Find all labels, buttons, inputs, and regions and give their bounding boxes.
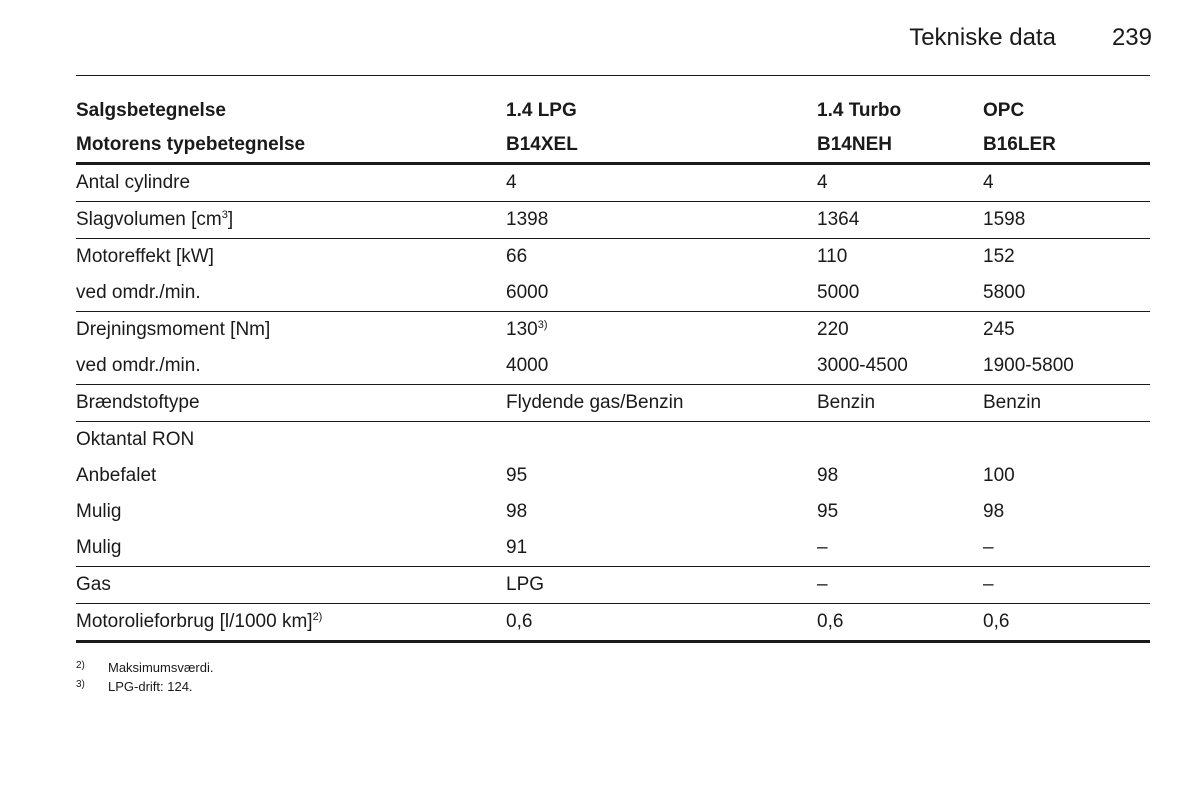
cell-value: – bbox=[983, 566, 1150, 604]
cell-value: B14NEH bbox=[817, 134, 892, 155]
cell-value: 0,6 bbox=[983, 603, 1150, 643]
cell-value: 91 bbox=[506, 537, 528, 558]
footnote: 3) LPG-drift: 124. bbox=[76, 677, 213, 696]
table-row: Mulig 98 95 98 bbox=[76, 494, 1150, 530]
row-label: Motorolieforbrug [l/1000 km]2) bbox=[76, 603, 506, 643]
page-number: 239 bbox=[1111, 24, 1152, 51]
row-label: Brændstoftype bbox=[76, 384, 506, 422]
cell-value: 4 bbox=[817, 162, 983, 202]
cell-value: – bbox=[817, 566, 983, 604]
cell-value: 98 bbox=[983, 501, 1005, 522]
cell-value: 1900-5800 bbox=[983, 355, 1074, 376]
cell-value: 3000-4500 bbox=[817, 355, 908, 376]
footnote: 2) Maksimumsværdi. bbox=[76, 658, 213, 677]
table-header-row: Motorens typebetegnelse B14XEL B14NEH B1… bbox=[76, 128, 1150, 164]
table-row: Slagvolumen [cm3] 1398 1364 1598 bbox=[76, 201, 1150, 239]
cell-value: B16LER bbox=[983, 134, 1056, 155]
cell-value: 95 bbox=[506, 465, 528, 486]
cell-value: 4 bbox=[506, 162, 817, 202]
table-row: ved omdr./min. 6000 5000 5800 bbox=[76, 275, 1150, 312]
table-row: Motorolieforbrug [l/1000 km]2) 0,6 0,6 0… bbox=[76, 603, 1150, 643]
row-label: Antal cylindre bbox=[76, 162, 506, 202]
table-row: Drejningsmoment [Nm] 1303) 220 245 bbox=[76, 311, 1150, 348]
cell-value: 152 bbox=[983, 238, 1150, 275]
row-label: Motorens typebetegnelse bbox=[76, 134, 306, 155]
cell-value: Flydende gas/Benzin bbox=[506, 384, 817, 422]
footnotes: 2) Maksimumsværdi. 3) LPG-drift: 124. bbox=[76, 658, 213, 696]
cell-value: 245 bbox=[983, 311, 1150, 348]
cell-value bbox=[983, 421, 1150, 458]
table-row: Motoreffekt [kW] 66 110 152 bbox=[76, 238, 1150, 275]
row-label: Mulig bbox=[76, 537, 122, 558]
cell-value: – bbox=[983, 537, 994, 558]
table-row: Mulig 91 – – bbox=[76, 530, 1150, 567]
cell-value: 95 bbox=[817, 501, 839, 522]
cell-value: 1.4 Turbo bbox=[817, 100, 902, 121]
row-label: Gas bbox=[76, 566, 506, 604]
footnote-mark: 2) bbox=[76, 660, 85, 671]
row-label: Salgsbetegnelse bbox=[76, 100, 226, 121]
footnote-text: Maksimumsværdi. bbox=[108, 660, 214, 675]
cell-value: B14XEL bbox=[506, 134, 578, 155]
table-row: Brændstoftype Flydende gas/Benzin Benzin… bbox=[76, 384, 1150, 422]
table-row: Oktantal RON bbox=[76, 421, 1150, 458]
cell-value: 1.4 LPG bbox=[506, 100, 577, 121]
cell-value: 1398 bbox=[506, 201, 817, 239]
cell-value bbox=[506, 421, 817, 458]
cell-value: 220 bbox=[817, 311, 983, 348]
cell-value bbox=[817, 421, 983, 458]
cell-value: – bbox=[817, 537, 828, 558]
footnote-ref: 2) bbox=[312, 611, 323, 623]
cell-value: 4 bbox=[983, 162, 1150, 202]
cell-value: Benzin bbox=[983, 384, 1150, 422]
cell-value: LPG bbox=[506, 566, 817, 604]
cell-value: 98 bbox=[817, 465, 839, 486]
table-header-row: Salgsbetegnelse 1.4 LPG 1.4 Turbo OPC bbox=[76, 94, 1150, 128]
row-label: Drejningsmoment [Nm] bbox=[76, 311, 506, 348]
row-label: Slagvolumen [cm3] bbox=[76, 201, 506, 239]
table-row: Gas LPG – – bbox=[76, 566, 1150, 604]
superscript: 3 bbox=[221, 209, 228, 221]
section-title: Tekniske data bbox=[909, 24, 1056, 51]
footnote-text: LPG-drift: 124. bbox=[108, 679, 193, 694]
cell-value: 1303) bbox=[506, 311, 817, 348]
cell-value: 0,6 bbox=[817, 603, 983, 643]
cell-value: 6000 bbox=[506, 282, 549, 303]
row-label: ved omdr./min. bbox=[76, 355, 201, 376]
engine-spec-table: Salgsbetegnelse 1.4 LPG 1.4 Turbo OPC Mo… bbox=[76, 94, 1150, 643]
row-label: Anbefalet bbox=[76, 465, 157, 486]
cell-value: OPC bbox=[983, 100, 1025, 121]
cell-value: 100 bbox=[983, 465, 1015, 486]
cell-value: 1598 bbox=[983, 201, 1150, 239]
page-header: Tekniske data 239 bbox=[909, 24, 1152, 52]
cell-value: 5800 bbox=[983, 282, 1026, 303]
cell-value: 5000 bbox=[817, 282, 860, 303]
cell-value: 110 bbox=[817, 238, 983, 275]
table-row: ved omdr./min. 4000 3000-4500 1900-5800 bbox=[76, 348, 1150, 385]
footnote-ref: 3) bbox=[537, 319, 548, 331]
cell-value: Benzin bbox=[817, 384, 983, 422]
cell-value: 98 bbox=[506, 501, 528, 522]
row-label: ved omdr./min. bbox=[76, 282, 201, 303]
table-row: Anbefalet 95 98 100 bbox=[76, 458, 1150, 494]
row-label: Mulig bbox=[76, 501, 122, 522]
table-row: Antal cylindre 4 4 4 bbox=[76, 162, 1150, 202]
footnote-mark: 3) bbox=[76, 679, 85, 690]
cell-value: 0,6 bbox=[506, 603, 817, 643]
row-label: Motoreffekt [kW] bbox=[76, 238, 506, 275]
cell-value: 1364 bbox=[817, 201, 983, 239]
header-divider bbox=[76, 75, 1150, 76]
row-label: Oktantal RON bbox=[76, 421, 506, 458]
cell-value: 66 bbox=[506, 238, 817, 275]
cell-value: 4000 bbox=[506, 355, 549, 376]
